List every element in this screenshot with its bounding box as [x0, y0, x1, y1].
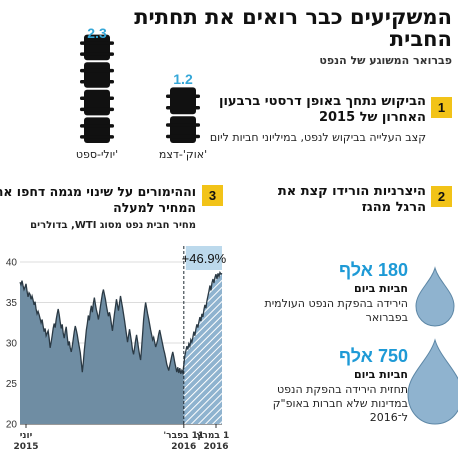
section-1-title: הביקוש נתחך באופן דרסטי ברבעון האחרון של… [219, 94, 426, 125]
area-after [183, 272, 222, 424]
x-tick-year: 2016 [171, 442, 196, 452]
stat-unit-2: חביות ביום [353, 368, 408, 381]
x-tick-label: יוני [20, 431, 33, 441]
y-tick-label: 30 [6, 339, 18, 350]
x-tick-label: 11 במרץ [196, 431, 230, 441]
annotation-text: +46.9% [182, 251, 227, 266]
section-2-badge: 2 [431, 186, 452, 207]
y-tick-label: 35 [6, 298, 18, 309]
section-2-title: היצרניות הורידו קצת את הרגל מהגז [277, 184, 426, 215]
page-title: המשקיעים כבר רואים את תחתית החבית [134, 5, 452, 51]
bar-label-oct-dec: אוק'-דצמ' [158, 148, 208, 161]
x-tick-year: 2016 [203, 442, 228, 452]
stat-value-2: 750 אלף [338, 346, 408, 366]
barrel-stack [166, 87, 200, 143]
price-line [19, 270, 223, 376]
x-tick-label: 11 בפבר' [163, 431, 204, 441]
stat-desc-2: תחזית הירידה בהפקת הנפט במדינות שלא חברו… [272, 383, 408, 424]
section-3-badge: 3 [202, 185, 223, 206]
barrel-stack [80, 34, 114, 143]
page-subtitle: פברואר המשוגע של הנפט [319, 54, 452, 67]
section-1-badge: 1 [431, 97, 452, 118]
annotation-box [185, 246, 222, 270]
bar-label-jul-sep: יולי-ספט' [75, 148, 119, 161]
section-1-subtitle: קצב העלייה בביקוש לנפט, במיליוני חביות ל… [209, 131, 426, 144]
section-3-subtitle: מחיר חבית נפט מסוג WTI, בדולרים [30, 220, 196, 231]
area-before [20, 280, 184, 424]
stat-value-1: 180 אלף [338, 260, 408, 280]
y-tick-label: 20 [6, 420, 18, 431]
stat-unit-1: חביות ביום [353, 282, 408, 295]
bar-value-jul-sep: 2.3 [87, 25, 107, 41]
oil-drop-large-icon [407, 338, 458, 425]
bar-value-oct-dec: 1.2 [173, 71, 193, 87]
section-3-title: וההימורים על שינוי מגמה דחפו את המחיר למ… [0, 184, 196, 215]
oil-drop-icon [415, 266, 455, 327]
stat-desc-1: הירידה בהפקת הנפט העולמית בפברואר [264, 297, 408, 324]
y-tick-label: 25 [6, 379, 18, 390]
y-tick-label: 40 [6, 258, 18, 269]
x-tick-year: 2015 [13, 442, 38, 452]
